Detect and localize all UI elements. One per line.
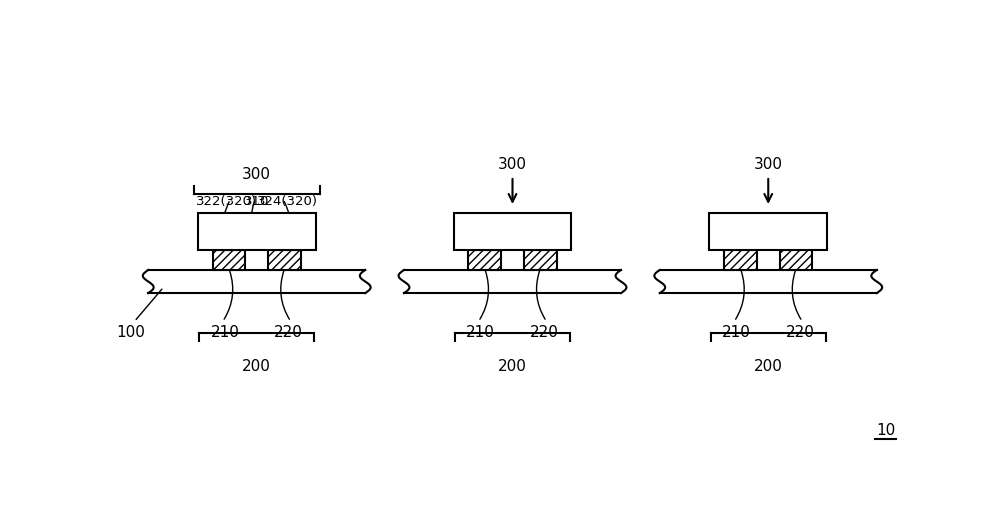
Text: 220: 220 (530, 326, 559, 340)
Bar (213, 250, 245, 270)
Bar (524, 250, 557, 270)
Bar (724, 250, 757, 270)
Text: 200: 200 (754, 359, 783, 374)
Bar (780, 250, 812, 270)
Text: 300: 300 (498, 157, 527, 172)
Bar (213, 250, 245, 270)
Text: 300: 300 (754, 157, 783, 172)
Bar (268, 250, 301, 270)
Text: 200: 200 (242, 359, 271, 374)
Bar (198, 213, 316, 250)
Bar (468, 250, 501, 270)
Bar (724, 250, 757, 270)
Bar (268, 250, 301, 270)
Bar (524, 250, 557, 270)
Text: 300: 300 (242, 167, 271, 182)
Bar (780, 250, 812, 270)
Text: 210: 210 (722, 326, 751, 340)
Bar (468, 250, 501, 270)
Text: 210: 210 (466, 326, 495, 340)
Text: 10: 10 (877, 423, 896, 438)
Text: 200: 200 (498, 359, 527, 374)
Text: 324(320): 324(320) (257, 195, 318, 208)
Text: 100: 100 (117, 326, 146, 340)
Text: 220: 220 (786, 326, 814, 340)
Text: 210: 210 (211, 326, 239, 340)
Text: 310: 310 (244, 195, 269, 208)
Bar (454, 213, 571, 250)
Bar (709, 213, 827, 250)
Text: 322(320): 322(320) (196, 195, 257, 208)
Text: 220: 220 (274, 326, 303, 340)
